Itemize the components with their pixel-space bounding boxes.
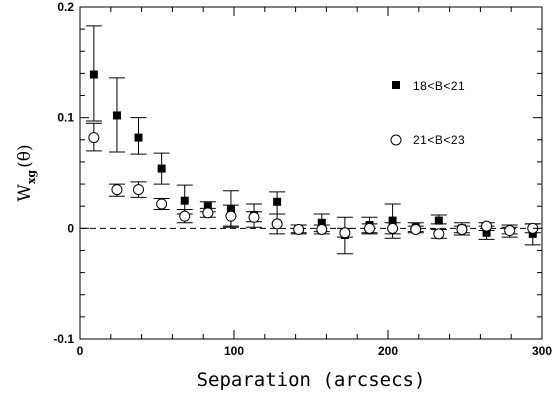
series-1-point: [134, 133, 143, 142]
series-2-point: [293, 223, 305, 235]
series-1-point: [89, 70, 98, 79]
legend-label-series-1: 18<B<21: [413, 79, 465, 93]
series-2-point: [111, 184, 123, 196]
legend-label-series-2: 21<B<23: [413, 133, 465, 147]
series-1-point: [482, 228, 491, 237]
series-1-point: [112, 111, 121, 120]
x-tick-label: 300: [532, 344, 552, 358]
series-2-point: [456, 223, 468, 235]
y-axis-label: Wxg (θ): [15, 144, 38, 201]
series-1-point: [273, 197, 282, 206]
series-2-point: [481, 220, 493, 232]
y-axis-label-main: W: [15, 184, 35, 202]
series-2-point: [387, 222, 399, 234]
series-2-point: [271, 218, 283, 230]
series-1-point: [226, 205, 235, 214]
series-2-point: [433, 228, 445, 240]
y-tick-label: 0.2: [57, 0, 74, 14]
series-2-point: [364, 222, 376, 234]
series-2-point: [504, 225, 516, 237]
series-1-point: [180, 196, 189, 205]
y-axis-label-tail: (θ): [15, 144, 35, 168]
y-tick-label: 0: [67, 221, 74, 235]
y-tick-label: 0.1: [57, 111, 74, 125]
series-2-point: [248, 211, 260, 223]
series-2-point: [156, 198, 168, 210]
x-tick-label: 0: [77, 344, 84, 358]
series-1-point: [157, 164, 166, 173]
series-1-point: [434, 216, 443, 225]
x-tick-label: 100: [224, 344, 244, 358]
x-tick-label: 200: [378, 344, 398, 358]
series-2-point: [410, 223, 422, 235]
legend-marker-filled-square: [392, 81, 400, 89]
y-tick-label: -0.1: [53, 332, 74, 346]
series-2-point: [202, 207, 214, 219]
plot-frame: [79, 6, 543, 340]
series-2-point: [179, 210, 191, 222]
series-1-point: [528, 229, 537, 238]
svg-text:Wxg(θ): Wxg (θ): [15, 144, 38, 201]
series-1-point: [388, 216, 397, 225]
series-2-point: [88, 132, 100, 144]
x-axis-label: Separation (arcsecs): [197, 369, 426, 391]
series-2-point: [339, 227, 351, 239]
legend: 18<B<21 21<B<23: [390, 79, 465, 147]
series-2-point: [316, 223, 328, 235]
series-1-point: [203, 202, 212, 211]
legend-marker-open-circle: [390, 134, 402, 146]
y-axis-label-sub: xg: [25, 170, 38, 185]
series-1-point: [317, 218, 326, 227]
series-2-point: [225, 210, 237, 222]
series-2-point: [133, 184, 145, 196]
